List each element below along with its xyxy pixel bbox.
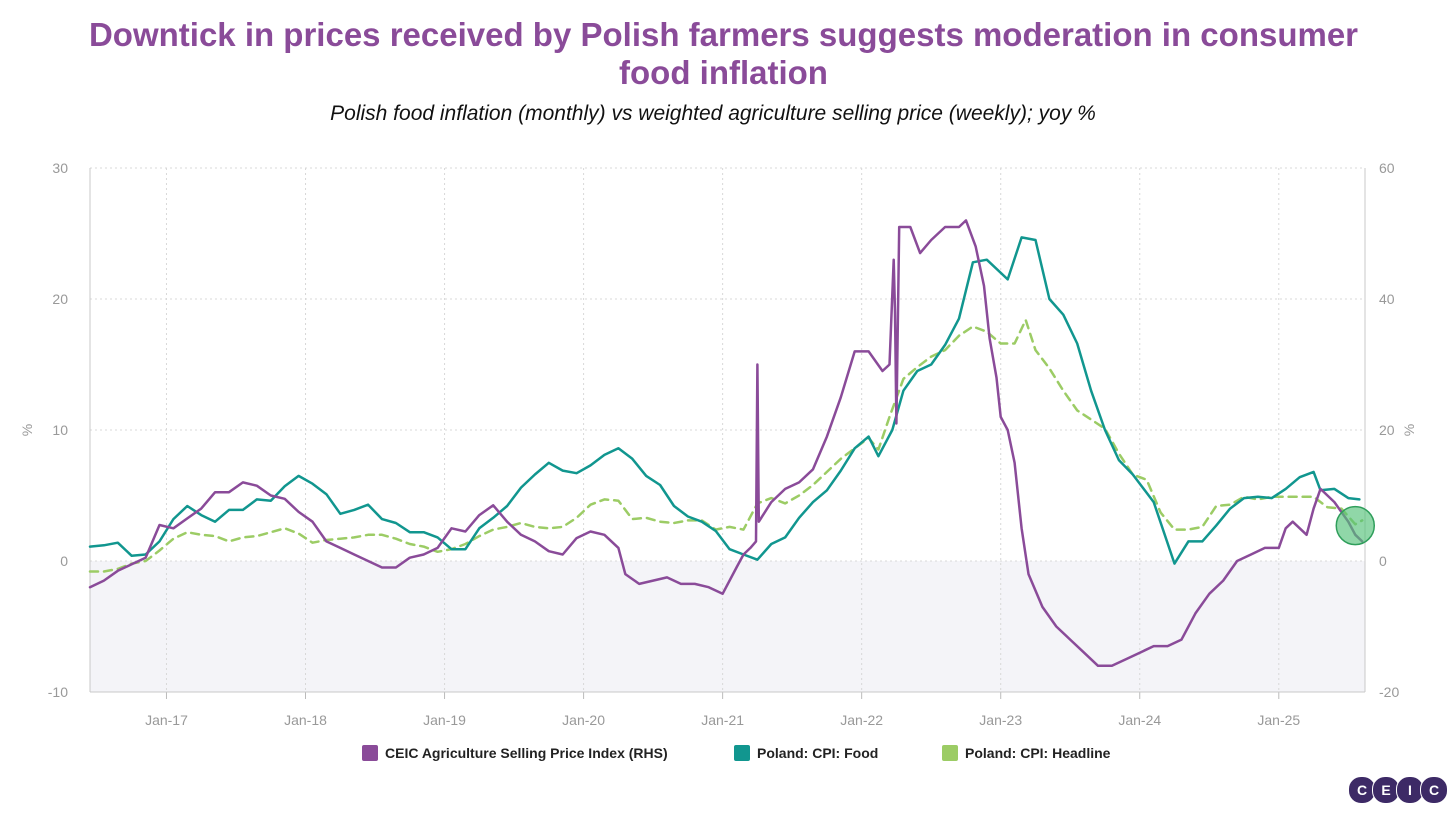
negative-shading bbox=[90, 561, 1365, 692]
logo-letter: C bbox=[1420, 776, 1447, 804]
y-tick-label-right: 40 bbox=[1379, 291, 1395, 307]
y-tick-label-right: 0 bbox=[1379, 553, 1387, 569]
y-tick-label-left: 0 bbox=[60, 553, 68, 569]
y-tick-label-left: 20 bbox=[52, 291, 68, 307]
y-tick-label-right: 20 bbox=[1379, 422, 1395, 438]
x-tick-label: Jan-18 bbox=[284, 712, 327, 728]
negative-region bbox=[90, 561, 1365, 692]
x-tick-label: Jan-19 bbox=[423, 712, 466, 728]
logo-letter: I bbox=[1396, 776, 1424, 804]
x-tick-label: Jan-23 bbox=[979, 712, 1022, 728]
legend-swatch bbox=[362, 745, 378, 761]
series-lines bbox=[88, 219, 1364, 668]
legend-label: Poland: CPI: Food bbox=[757, 745, 879, 761]
y-tick-label-left: -10 bbox=[48, 684, 68, 700]
y-axis-title-right: % bbox=[1401, 424, 1417, 436]
chart-subtitle: Polish food inflation (monthly) vs weigh… bbox=[330, 102, 1096, 125]
axes: -10 -20 0 0 10 20 20 40 30 60 Jan-17 Jan-18 Jan-19 Ja… bbox=[19, 160, 1417, 728]
y-tick-label-right: 60 bbox=[1379, 160, 1395, 176]
highlight-circle bbox=[1335, 505, 1376, 546]
x-tick-label: Jan-24 bbox=[1118, 712, 1161, 728]
legend-swatch bbox=[942, 745, 958, 761]
x-tick-label: Jan-20 bbox=[562, 712, 605, 728]
x-tick-label: Jan-22 bbox=[840, 712, 883, 728]
legend-label: CEIC Agriculture Selling Price Index (RH… bbox=[385, 745, 668, 761]
y-tick-label-right: -20 bbox=[1379, 684, 1399, 700]
y-tick-label-left: 30 bbox=[52, 160, 68, 176]
legend-item-ag-price[interactable]: CEIC Agriculture Selling Price Index (RH… bbox=[362, 745, 668, 761]
legend-item-cpi-headline[interactable]: Poland: CPI: Headline bbox=[942, 745, 1110, 761]
chart-title: Downtick in prices received by Polish fa… bbox=[88, 16, 1359, 91]
x-tick-label: Jan-21 bbox=[701, 712, 744, 728]
gridlines bbox=[90, 167, 1365, 693]
legend-item-cpi-food[interactable]: Poland: CPI: Food bbox=[734, 745, 878, 761]
x-tick-label: Jan-17 bbox=[145, 712, 188, 728]
chart-canvas: -10 -20 0 0 10 20 20 40 30 60 Jan-17 Jan-18 Jan-19 Ja… bbox=[19, 160, 1417, 728]
highlight-marker bbox=[1335, 505, 1376, 546]
legend-swatch bbox=[734, 745, 750, 761]
x-tick-label: Jan-25 bbox=[1257, 712, 1300, 728]
series-line-0 bbox=[88, 219, 1364, 668]
ceic-logo: C E I C bbox=[1348, 776, 1447, 804]
series-line-2 bbox=[88, 318, 1364, 573]
series-line-1 bbox=[88, 236, 1361, 565]
y-axis-title-left: % bbox=[19, 424, 35, 436]
legend-label: Poland: CPI: Headline bbox=[965, 745, 1111, 761]
y-tick-label-left: 10 bbox=[52, 422, 68, 438]
